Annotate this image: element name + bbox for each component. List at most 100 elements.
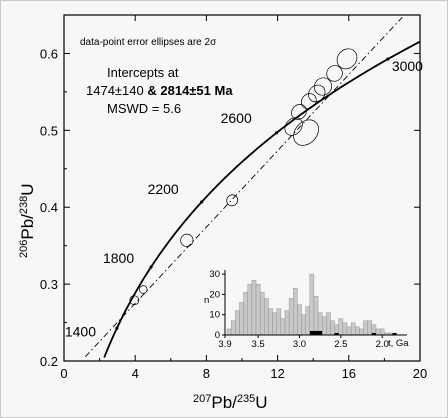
inset-x-tick-label: 3.9	[218, 339, 231, 350]
histogram-bar	[379, 328, 385, 336]
histogram-black-bar	[392, 332, 397, 335]
concordia-age-label: 3000	[392, 58, 423, 74]
age-histogram-inset: 0 10 20 30 3.9 3.5 3.0 2.5 2.0 n t, Ga	[204, 269, 409, 350]
inset-y-tick-label: 30	[209, 269, 220, 280]
inset-x-tick-label: 2.5	[334, 339, 347, 350]
histogram-bar	[342, 322, 348, 336]
histogram-bar	[322, 316, 327, 336]
x-tick-label: 16	[342, 366, 356, 381]
histogram-bar	[259, 292, 265, 336]
inset-y-label: n	[204, 295, 209, 306]
histogram-bar	[305, 306, 310, 336]
inset-y-tick-label: 10	[209, 310, 220, 321]
inset-black-bars	[309, 330, 397, 335]
intercepts-values: 1474±140 & 2814±51 Ma	[86, 83, 233, 98]
histogram-bar	[293, 288, 298, 336]
lower-intercept: 1474±140	[86, 83, 144, 98]
concordia-age-label: 2200	[148, 181, 179, 197]
x-tick-label: 4	[132, 366, 139, 381]
histogram-bar	[235, 310, 240, 336]
inset-y-tick-label: 20	[209, 289, 220, 300]
histogram-bar	[301, 314, 306, 336]
ellipse-note: data-point error ellipses are 2σ	[80, 37, 217, 48]
error-ellipse	[313, 77, 333, 96]
concordia-age-label: 2600	[221, 110, 252, 126]
error-ellipse	[293, 119, 319, 146]
x-axis-label: 207Pb/235U	[193, 393, 268, 412]
histogram-bar	[330, 320, 335, 336]
x-tick-label: 12	[270, 366, 284, 381]
error-ellipse	[180, 233, 194, 247]
concordia-age-label: 1800	[103, 250, 134, 266]
histogram-bar	[239, 302, 244, 336]
concordia-age-mark	[115, 326, 119, 330]
y-tick-label: 0.2	[40, 354, 58, 369]
inset-x-tick-label: 3.5	[251, 339, 264, 350]
inset-x-label: t, Ga	[388, 338, 409, 349]
intercept-amp: &	[144, 83, 161, 98]
error-ellipse	[336, 48, 358, 70]
y-tick-label: 0.3	[40, 277, 58, 292]
intercepts-heading: Intercepts at	[107, 65, 179, 80]
histogram-bar	[231, 320, 236, 336]
histogram-bar	[243, 292, 248, 336]
concordia-age-mark	[386, 57, 390, 61]
histogram-bar	[297, 304, 302, 336]
error-ellipses	[129, 48, 358, 306]
error-ellipse	[226, 194, 239, 207]
x-tick-label: 8	[203, 366, 210, 381]
histogram-bar	[255, 284, 261, 336]
concordia-age-mark	[199, 200, 204, 204]
concordia-curve	[103, 40, 420, 358]
concordia-age-label: 1400	[65, 323, 96, 339]
histogram-bar	[272, 312, 277, 336]
y-tick-label: 0.4	[40, 200, 58, 215]
histogram-black-bar	[334, 332, 339, 335]
error-ellipse	[291, 104, 307, 120]
error-ellipse	[138, 285, 148, 294]
histogram-bar	[346, 326, 352, 336]
y-tick-label: 0.6	[40, 46, 58, 61]
error-ellipse	[326, 65, 343, 82]
inset-axes: 0 10 20 30 3.9 3.5 3.0 2.5 2.0	[209, 269, 407, 350]
histogram-bar	[375, 328, 381, 336]
curves	[85, 17, 420, 358]
histogram-bar	[288, 298, 294, 336]
histogram-bar	[264, 298, 269, 336]
histogram-bar	[350, 322, 356, 336]
concordia-age-mark	[274, 131, 279, 135]
histogram-bar	[280, 318, 286, 336]
histogram-black-bar	[371, 332, 376, 335]
upper-intercept: 2814±51 Ma	[160, 83, 233, 98]
x-tick-label: 20	[413, 366, 427, 381]
histogram-bar	[359, 328, 364, 336]
error-ellipse	[129, 295, 140, 306]
histogram-bar	[251, 279, 257, 336]
histogram-bar	[284, 310, 290, 336]
mswd-value: MSWD = 5.6	[107, 101, 181, 116]
histogram-black-bar	[313, 330, 319, 335]
histogram-bar	[226, 328, 232, 336]
histogram-bar	[363, 320, 368, 336]
histogram-bar	[355, 326, 360, 336]
histogram-bar	[338, 318, 344, 336]
histogram-bar	[247, 284, 253, 336]
histogram-black-bar	[318, 330, 323, 335]
histogram-black-bar	[309, 330, 314, 335]
y-tick-label: 0.5	[40, 123, 58, 138]
histogram-bar	[276, 308, 282, 336]
y-axis-label: 206Pb/238U	[18, 183, 37, 258]
error-ellipse	[300, 93, 317, 109]
inset-x-tick-label: 2.0	[376, 339, 389, 350]
error-ellipse	[308, 84, 326, 103]
concordia-age-labels: 1400 1800 2200 2600 3000	[65, 57, 423, 339]
inset-x-tick-label: 3.0	[293, 339, 306, 350]
concordia-age-mark	[149, 265, 153, 269]
main-axes: 0 4 8 12 16 20 0.2 0.3 0.4 0.5 0.6	[40, 14, 427, 381]
histogram-bar	[367, 320, 373, 336]
inset-y-tick-label: 0	[215, 330, 220, 341]
histogram-bar	[326, 312, 331, 336]
histogram-bar	[268, 308, 273, 336]
